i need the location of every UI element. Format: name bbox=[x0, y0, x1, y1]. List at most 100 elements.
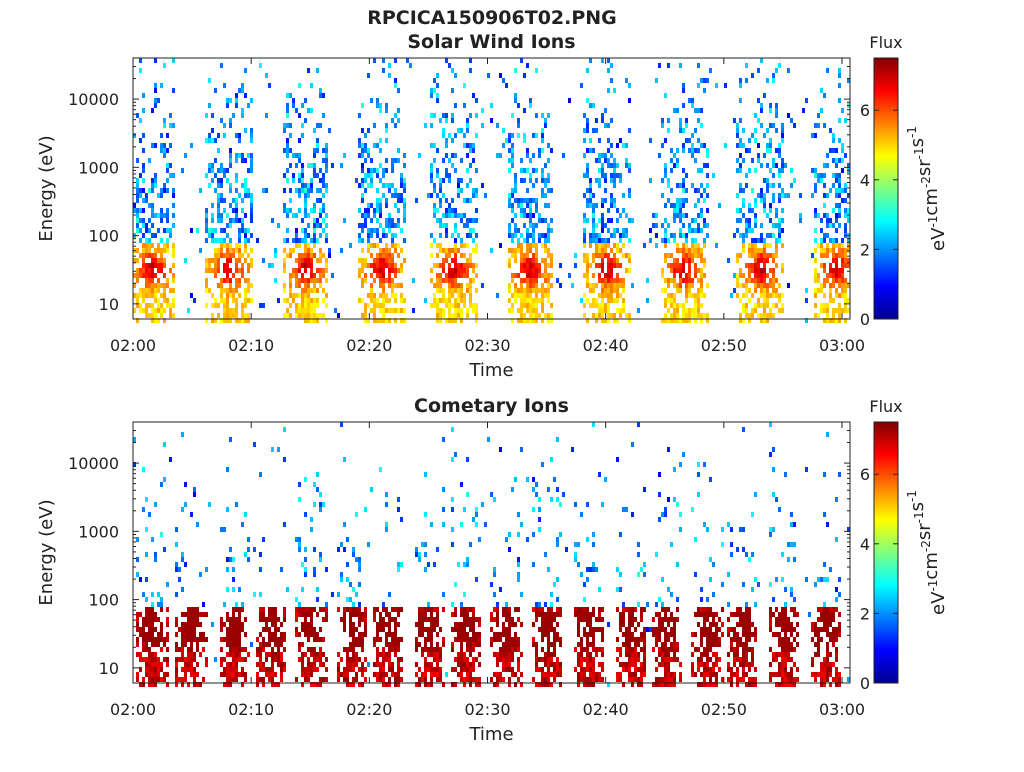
heatmap-cell bbox=[166, 632, 169, 637]
heatmap-cell bbox=[520, 263, 523, 268]
heatmap-cell bbox=[607, 263, 610, 268]
heatmap-cell bbox=[211, 268, 214, 273]
heatmap-cell bbox=[820, 308, 823, 313]
heatmap-cell bbox=[688, 228, 691, 233]
heatmap-cell bbox=[433, 263, 436, 268]
heatmap-cell bbox=[556, 542, 559, 547]
heatmap-cell bbox=[214, 158, 217, 163]
heatmap-cell bbox=[487, 73, 490, 78]
heatmap-cell bbox=[250, 213, 253, 218]
heatmap-cell bbox=[298, 253, 301, 258]
heatmap-cell bbox=[751, 278, 754, 283]
heatmap-cell bbox=[520, 447, 523, 452]
heatmap-cell bbox=[475, 642, 478, 647]
heatmap-cell bbox=[691, 243, 694, 248]
heatmap-cell bbox=[493, 592, 496, 597]
heatmap-cell bbox=[157, 617, 160, 622]
heatmap-cell bbox=[751, 238, 754, 243]
heatmap-cell bbox=[835, 278, 838, 283]
heatmap-cell bbox=[388, 188, 391, 193]
heatmap-cell bbox=[400, 228, 403, 233]
heatmap-cell bbox=[754, 238, 757, 243]
heatmap-cell bbox=[556, 637, 559, 642]
heatmap-cell bbox=[496, 612, 499, 617]
heatmap-cell bbox=[376, 253, 379, 258]
heatmap-cell bbox=[292, 178, 295, 183]
heatmap-cell bbox=[583, 303, 586, 308]
heatmap-cell bbox=[385, 652, 388, 657]
heatmap-cell bbox=[460, 677, 463, 682]
heatmap-cell bbox=[589, 183, 592, 188]
heatmap-cell bbox=[760, 258, 763, 263]
heatmap-cell bbox=[439, 657, 442, 662]
heatmap-cell bbox=[673, 218, 676, 223]
heatmap-cell bbox=[814, 183, 817, 188]
heatmap-cell bbox=[415, 198, 418, 203]
heatmap-cell bbox=[241, 253, 244, 258]
heatmap-cell bbox=[166, 278, 169, 283]
heatmap-cell bbox=[685, 308, 688, 313]
heatmap-cell bbox=[739, 118, 742, 123]
heatmap-cell bbox=[556, 612, 559, 617]
heatmap-cell bbox=[616, 263, 619, 268]
heatmap-cell bbox=[142, 148, 145, 153]
heatmap-cell bbox=[175, 562, 178, 567]
heatmap-cell bbox=[298, 278, 301, 283]
heatmap-cell bbox=[319, 223, 322, 228]
heatmap-cell bbox=[223, 602, 226, 607]
heatmap-cell bbox=[139, 58, 142, 63]
heatmap-cell bbox=[754, 268, 757, 273]
heatmap-cell bbox=[313, 243, 316, 248]
heatmap-cell bbox=[244, 677, 247, 682]
heatmap-cell bbox=[694, 108, 697, 113]
heatmap-cell bbox=[394, 293, 397, 298]
heatmap-cell bbox=[181, 627, 184, 632]
heatmap-cell bbox=[145, 253, 148, 258]
heatmap-cell bbox=[271, 622, 274, 627]
heatmap-cell bbox=[703, 612, 706, 617]
heatmap-cell bbox=[241, 313, 244, 318]
heatmap-cell bbox=[322, 93, 325, 98]
heatmap-cell bbox=[787, 113, 790, 118]
heatmap-cell bbox=[247, 268, 250, 273]
heatmap-cell bbox=[460, 482, 463, 487]
heatmap-cell bbox=[769, 218, 772, 223]
heatmap-cell bbox=[739, 298, 742, 303]
heatmap-cell bbox=[223, 198, 226, 203]
heatmap-cell bbox=[286, 138, 289, 143]
heatmap-cell bbox=[295, 213, 298, 218]
heatmap-cell bbox=[541, 677, 544, 682]
heatmap-cell bbox=[394, 283, 397, 288]
heatmap-cell bbox=[385, 108, 388, 113]
heatmap-cell bbox=[835, 163, 838, 168]
heatmap-cell bbox=[823, 278, 826, 283]
heatmap-cell bbox=[454, 243, 457, 248]
heatmap-cell bbox=[337, 652, 340, 657]
heatmap-cell bbox=[142, 263, 145, 268]
heatmap-cell bbox=[433, 303, 436, 308]
heatmap-cell bbox=[682, 148, 685, 153]
heatmap-cell bbox=[397, 118, 400, 123]
heatmap-cell bbox=[283, 203, 286, 208]
heatmap-cell bbox=[439, 203, 442, 208]
heatmap-cell bbox=[664, 512, 667, 517]
heatmap-cell bbox=[190, 637, 193, 642]
heatmap-cell bbox=[238, 268, 241, 273]
heatmap-cell bbox=[664, 652, 667, 657]
heatmap-cell bbox=[550, 228, 553, 233]
heatmap-cell bbox=[592, 313, 595, 318]
heatmap-cell bbox=[499, 447, 502, 452]
heatmap-cell bbox=[742, 243, 745, 248]
heatmap-cell bbox=[136, 652, 139, 657]
heatmap-cell bbox=[142, 288, 145, 293]
heatmap-cell bbox=[790, 118, 793, 123]
heatmap-cell bbox=[364, 218, 367, 223]
heatmap-cell bbox=[535, 602, 538, 607]
heatmap-cell bbox=[673, 268, 676, 273]
heatmap-cell bbox=[379, 617, 382, 622]
heatmap-cell bbox=[367, 293, 370, 298]
heatmap-cell bbox=[772, 163, 775, 168]
heatmap-cell bbox=[391, 637, 394, 642]
heatmap-cell bbox=[826, 223, 829, 228]
